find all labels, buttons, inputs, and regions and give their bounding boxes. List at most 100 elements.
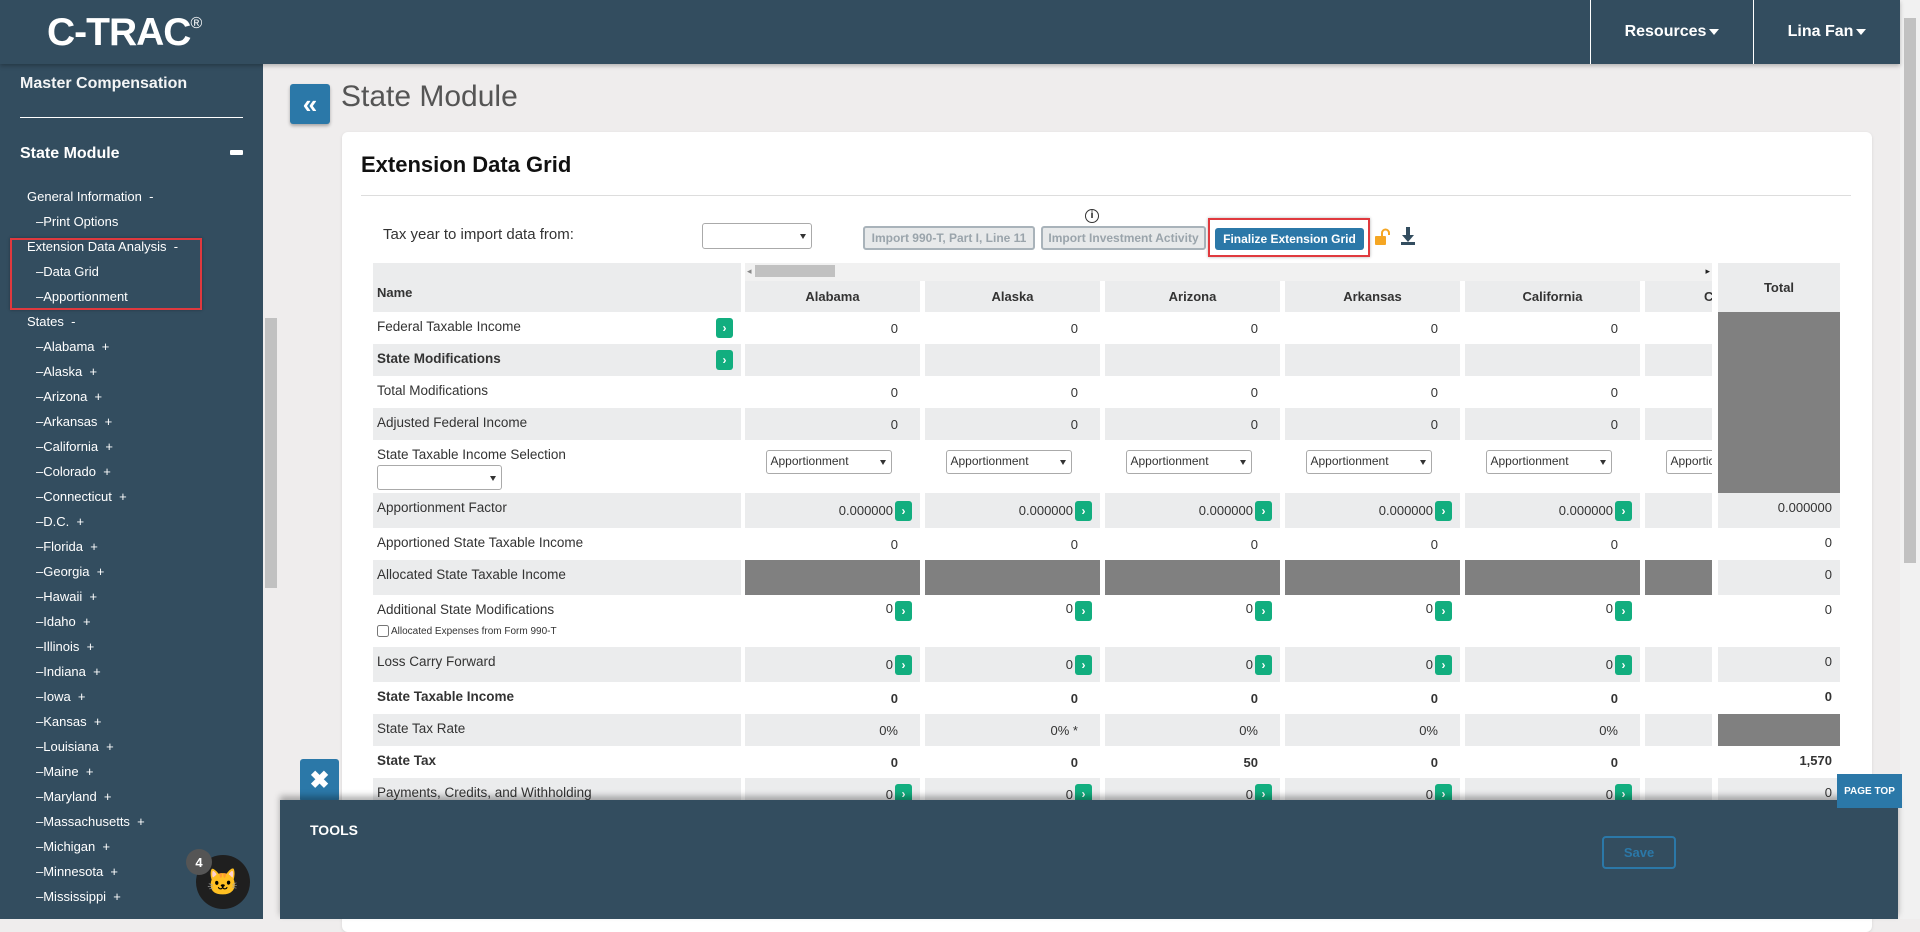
sidebar-item[interactable]: –Hawaii + bbox=[36, 589, 98, 604]
edit-cell-button[interactable]: › bbox=[895, 601, 912, 621]
sidebar-master-compensation[interactable]: Master Compensation bbox=[20, 75, 188, 92]
sidebar-item[interactable]: –D.C. + bbox=[36, 514, 85, 529]
save-button[interactable]: Save bbox=[1602, 836, 1676, 869]
sidebar-item[interactable]: –Arizona + bbox=[36, 389, 103, 404]
edit-cell-button[interactable]: › bbox=[1255, 500, 1272, 521]
edit-cell-button[interactable]: › bbox=[1255, 601, 1272, 621]
scroll-right-arrow-icon[interactable]: ▸ bbox=[1705, 266, 1710, 276]
scroll-left-arrow-icon[interactable]: ◂ bbox=[747, 266, 752, 276]
state-income-select[interactable]: Apportionment bbox=[945, 449, 1072, 474]
page-top-button[interactable]: PAGE TOP bbox=[1837, 774, 1902, 808]
total-cell: 0.000000 bbox=[1718, 493, 1840, 528]
edit-cell-button[interactable]: › bbox=[1435, 654, 1452, 675]
resources-menu[interactable]: Resources bbox=[1590, 0, 1753, 64]
sidebar-item[interactable]: –Apportionment bbox=[36, 289, 128, 304]
sidebar-item[interactable]: –Idaho + bbox=[36, 614, 91, 629]
sidebar-item[interactable]: –Colorado + bbox=[36, 464, 111, 479]
sidebar-item[interactable]: Extension Data Analysis - bbox=[27, 239, 179, 254]
edit-cell-button[interactable]: › bbox=[895, 784, 912, 804]
edit-cell-button[interactable]: › bbox=[1435, 601, 1452, 621]
download-icon[interactable] bbox=[1400, 226, 1416, 246]
edit-cell-button[interactable]: › bbox=[1615, 601, 1632, 621]
collapse-minus-icon[interactable] bbox=[230, 150, 243, 155]
sidebar-item[interactable]: –Michigan + bbox=[36, 839, 111, 854]
state-income-select[interactable]: Apportionment bbox=[1305, 449, 1432, 474]
logo[interactable]: C-TRAC® bbox=[47, 11, 202, 55]
edit-cell-button[interactable]: › bbox=[1615, 500, 1632, 521]
total-value: 0.000000 bbox=[1777, 500, 1832, 515]
unlock-icon[interactable] bbox=[1374, 228, 1390, 246]
sidebar-item[interactable]: –Maine + bbox=[36, 764, 94, 779]
scrollbar-thumb[interactable] bbox=[755, 265, 835, 277]
cell-value: 0 bbox=[1430, 384, 1438, 400]
edit-cell-button[interactable]: › bbox=[1615, 784, 1632, 804]
state-income-select[interactable]: Apportionment bbox=[1125, 449, 1252, 474]
sidebar-state-module[interactable]: State Module bbox=[20, 145, 120, 162]
sidebar-item[interactable]: –Alaska + bbox=[36, 364, 98, 379]
cell-value: 0 bbox=[1430, 416, 1438, 432]
sidebar-item[interactable]: –Connecticut + bbox=[36, 489, 127, 504]
sidebar-item[interactable]: –Illinois + bbox=[36, 639, 95, 654]
cell-value: 0 bbox=[1070, 690, 1078, 706]
import-investment-activity-button[interactable]: Import Investment Activity bbox=[1041, 226, 1206, 250]
cell-value: 0 bbox=[1430, 536, 1438, 552]
column-header-arkansas: Arkansas bbox=[1285, 281, 1460, 312]
cell-value: 0 bbox=[885, 601, 893, 616]
allocated-expenses-checkbox[interactable] bbox=[377, 625, 389, 637]
sidebar-item[interactable]: –Alabama + bbox=[36, 339, 110, 354]
cell-california: 0 bbox=[1465, 528, 1640, 560]
sidebar-item[interactable]: –Indiana + bbox=[36, 664, 101, 679]
sidebar-item[interactable]: –Georgia + bbox=[36, 564, 105, 579]
edit-cell-button[interactable]: › bbox=[895, 654, 912, 675]
dropdown-arrow-icon bbox=[1419, 459, 1426, 465]
page-scrollbar[interactable] bbox=[1900, 0, 1920, 919]
edit-cell-button[interactable]: › bbox=[1435, 784, 1452, 804]
expand-row-button[interactable]: › bbox=[716, 318, 733, 338]
income-selection-select[interactable] bbox=[377, 465, 502, 490]
horizontal-scrollbar[interactable]: ◂ ▸ bbox=[745, 263, 1712, 281]
cell-colorado bbox=[1645, 682, 1712, 714]
scrollbar-thumb[interactable] bbox=[265, 318, 277, 588]
scrollbar-thumb[interactable] bbox=[1904, 18, 1916, 563]
edit-cell-button[interactable]: › bbox=[1075, 784, 1092, 804]
sidebar-scrollbar[interactable] bbox=[263, 64, 280, 919]
state-income-select[interactable]: Apportionment bbox=[1665, 449, 1712, 474]
edit-cell-button[interactable]: › bbox=[1255, 654, 1272, 675]
sidebar-item[interactable]: –Kansas + bbox=[36, 714, 102, 729]
sidebar-item[interactable]: –Massachusetts + bbox=[36, 814, 145, 829]
sidebar-item[interactable]: –Data Grid bbox=[36, 264, 99, 279]
sidebar-item[interactable]: –Arkansas + bbox=[36, 414, 113, 429]
edit-cell-button[interactable]: › bbox=[1075, 654, 1092, 675]
checkbox-row[interactable]: Allocated Expenses from Form 990-T bbox=[377, 625, 557, 637]
edit-cell-button[interactable]: › bbox=[895, 500, 912, 521]
close-button[interactable]: ✖ bbox=[300, 759, 339, 802]
cell-colorado bbox=[1645, 376, 1712, 408]
sidebar-item[interactable]: –Iowa + bbox=[36, 689, 86, 704]
edit-cell-button[interactable]: › bbox=[1075, 601, 1092, 621]
import-990t-button[interactable]: Import 990-T, Part I, Line 11 bbox=[863, 226, 1035, 250]
user-menu[interactable]: Lina Fan bbox=[1753, 0, 1900, 64]
sidebar-item[interactable]: –Minnesota + bbox=[36, 864, 119, 879]
sidebar-item[interactable]: –Print Options bbox=[36, 214, 119, 229]
state-income-select[interactable]: Apportionment bbox=[765, 449, 892, 474]
sidebar-item[interactable]: –California + bbox=[36, 439, 113, 454]
finalize-extension-grid-button[interactable]: Finalize Extension Grid bbox=[1215, 228, 1364, 250]
sidebar-item[interactable]: –Louisiana + bbox=[36, 739, 114, 754]
edit-cell-button[interactable]: › bbox=[1255, 784, 1272, 804]
sidebar-item[interactable]: –Florida + bbox=[36, 539, 98, 554]
cell-alabama bbox=[745, 560, 920, 595]
edit-cell-button[interactable]: › bbox=[1435, 500, 1452, 521]
sidebar-item[interactable]: States - bbox=[27, 314, 76, 329]
expand-row-button[interactable]: › bbox=[716, 350, 733, 370]
tax-year-select[interactable] bbox=[702, 223, 812, 249]
state-income-select[interactable]: Apportionment bbox=[1485, 449, 1612, 474]
edit-cell-button[interactable]: › bbox=[1615, 654, 1632, 675]
cell-value: 0 bbox=[1250, 416, 1258, 432]
collapse-sidebar-button[interactable]: « bbox=[290, 84, 330, 124]
info-icon[interactable]: i bbox=[1085, 209, 1099, 223]
sidebar-item[interactable]: –Maryland + bbox=[36, 789, 112, 804]
sidebar-item[interactable]: –Mississippi + bbox=[36, 889, 121, 904]
edit-cell-button[interactable]: › bbox=[1075, 500, 1092, 521]
total-cell: 0 bbox=[1718, 647, 1840, 682]
sidebar-item[interactable]: General Information - bbox=[27, 189, 154, 204]
